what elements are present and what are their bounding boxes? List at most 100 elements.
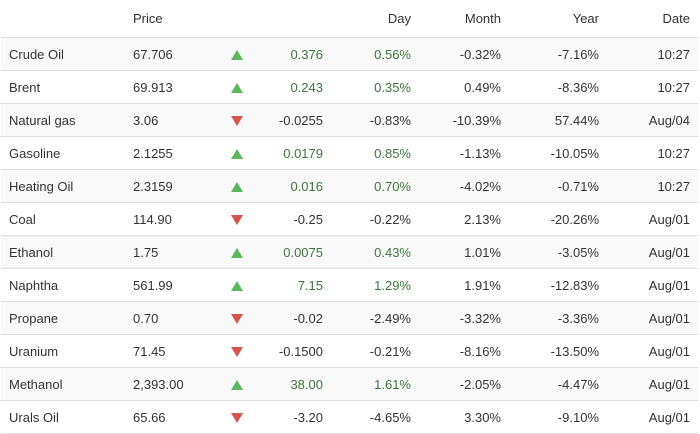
table-row[interactable]: Crude Oil 67.706 0.376 0.56% -0.32% -7.16% 10:… [1, 37, 698, 71]
commodity-year-pct: -3.05% [501, 235, 599, 269]
commodity-price: 2.3159 [125, 169, 219, 203]
commodity-day-pct: 1.29% [323, 268, 411, 302]
table-row[interactable]: Methanol 2,393.00 38.00 1.61% -2.05% -4.47% Au… [1, 367, 698, 401]
table-row[interactable]: Gasoline 2.1255 0.0179 0.85% -1.13% -10.05% 10… [1, 136, 698, 170]
direction-cell [219, 268, 255, 302]
commodity-change: -3.20 [255, 400, 323, 434]
commodity-year-pct: -9.10% [501, 400, 599, 434]
commodity-date: 10:27 [599, 70, 698, 104]
commodity-month-pct: 1.01% [411, 235, 501, 269]
commodity-name: Uranium [1, 334, 125, 368]
commodity-day-pct: -4.65% [323, 400, 411, 434]
table-row[interactable]: Urals Oil 65.66 -3.20 -4.65% 3.30% -9.10% Aug/… [1, 400, 698, 434]
commodity-month-pct: -1.13% [411, 136, 501, 170]
header-change [255, 0, 323, 38]
direction-cell [219, 367, 255, 401]
direction-cell [219, 235, 255, 269]
commodity-month-pct: 0.49% [411, 70, 501, 104]
commodity-date: 10:27 [599, 37, 698, 71]
commodity-month-pct: -10.39% [411, 103, 501, 137]
commodity-change: 38.00 [255, 367, 323, 401]
table-row[interactable]: Propane 0.70 -0.02 -2.49% -3.32% -3.36% Aug/01 [1, 301, 698, 335]
table-row[interactable]: Naphtha 561.99 7.15 1.29% 1.91% -12.83% Aug/01 [1, 268, 698, 302]
commodity-name: Urals Oil [1, 400, 125, 434]
commodity-price: 1.75 [125, 235, 219, 269]
arrow-down-icon [231, 413, 243, 424]
commodity-day-pct: -0.22% [323, 202, 411, 236]
arrow-down-icon [231, 314, 243, 325]
direction-cell [219, 334, 255, 368]
commodity-change: -0.0255 [255, 103, 323, 137]
header-arrow [219, 0, 255, 38]
commodity-name: Coal [1, 202, 125, 236]
arrow-up-icon [231, 248, 243, 259]
direction-cell [219, 169, 255, 203]
commodity-change: 0.243 [255, 70, 323, 104]
direction-cell [219, 400, 255, 434]
commodity-date: Aug/01 [599, 367, 698, 401]
header-name [1, 0, 125, 38]
commodity-price: 2,393.00 [125, 367, 219, 401]
commodity-name: Naphtha [1, 268, 125, 302]
commodity-price: 3.06 [125, 103, 219, 137]
table-row[interactable]: Brent 69.913 0.243 0.35% 0.49% -8.36% 10:27 [1, 70, 698, 104]
commodity-day-pct: 1.61% [323, 367, 411, 401]
commodity-day-pct: 0.70% [323, 169, 411, 203]
commodity-date: Aug/01 [599, 202, 698, 236]
arrow-up-icon [231, 182, 243, 193]
commodity-change: -0.1500 [255, 334, 323, 368]
commodity-day-pct: 0.85% [323, 136, 411, 170]
commodity-month-pct: 2.13% [411, 202, 501, 236]
header-price: Price [125, 0, 219, 38]
commodity-year-pct: -4.47% [501, 367, 599, 401]
commodity-price: 114.90 [125, 202, 219, 236]
commodity-month-pct: -8.16% [411, 334, 501, 368]
commodity-name: Ethanol [1, 235, 125, 269]
commodity-name: Gasoline [1, 136, 125, 170]
commodity-date: 10:27 [599, 169, 698, 203]
arrow-up-icon [231, 83, 243, 94]
commodity-price: 65.66 [125, 400, 219, 434]
commodity-change: 0.0179 [255, 136, 323, 170]
commodity-price: 69.913 [125, 70, 219, 104]
commodity-price: 67.706 [125, 37, 219, 71]
commodity-year-pct: -0.71% [501, 169, 599, 203]
commodity-date: 10:27 [599, 136, 698, 170]
direction-cell [219, 70, 255, 104]
commodity-date: Aug/01 [599, 301, 698, 335]
commodity-month-pct: -0.32% [411, 37, 501, 71]
table-row[interactable]: Coal 114.90 -0.25 -0.22% 2.13% -20.26% Aug/01 [1, 202, 698, 236]
arrow-down-icon [231, 215, 243, 226]
commodity-date: Aug/01 [599, 268, 698, 302]
header-day: Day [323, 0, 411, 38]
commodity-month-pct: -2.05% [411, 367, 501, 401]
commodity-price: 561.99 [125, 268, 219, 302]
commodity-price: 0.70 [125, 301, 219, 335]
commodity-month-pct: 3.30% [411, 400, 501, 434]
commodity-day-pct: -0.83% [323, 103, 411, 137]
commodity-name: Brent [1, 70, 125, 104]
commodity-change: 0.376 [255, 37, 323, 71]
direction-cell [219, 103, 255, 137]
commodity-year-pct: -3.36% [501, 301, 599, 335]
commodity-day-pct: -0.21% [323, 334, 411, 368]
header-month: Month [411, 0, 501, 38]
arrow-up-icon [231, 281, 243, 292]
commodity-price: 2.1255 [125, 136, 219, 170]
commodity-day-pct: 0.56% [323, 37, 411, 71]
commodity-name: Crude Oil [1, 37, 125, 71]
commodity-day-pct: 0.43% [323, 235, 411, 269]
commodity-change: -0.25 [255, 202, 323, 236]
commodity-date: Aug/01 [599, 334, 698, 368]
table-row[interactable]: Ethanol 1.75 0.0075 0.43% 1.01% -3.05% Aug/01 [1, 235, 698, 269]
table-row[interactable]: Natural gas 3.06 -0.0255 -0.83% -10.39% 57.44… [1, 103, 698, 137]
commodity-month-pct: 1.91% [411, 268, 501, 302]
arrow-up-icon [231, 149, 243, 160]
table-row[interactable]: Heating Oil 2.3159 0.016 0.70% -4.02% -0.71% 1… [1, 169, 698, 203]
table-row[interactable]: Uranium 71.45 -0.1500 -0.21% -8.16% -13.50% Au… [1, 334, 698, 368]
commodity-day-pct: 0.35% [323, 70, 411, 104]
commodity-year-pct: -8.36% [501, 70, 599, 104]
direction-cell [219, 202, 255, 236]
commodity-year-pct: -13.50% [501, 334, 599, 368]
